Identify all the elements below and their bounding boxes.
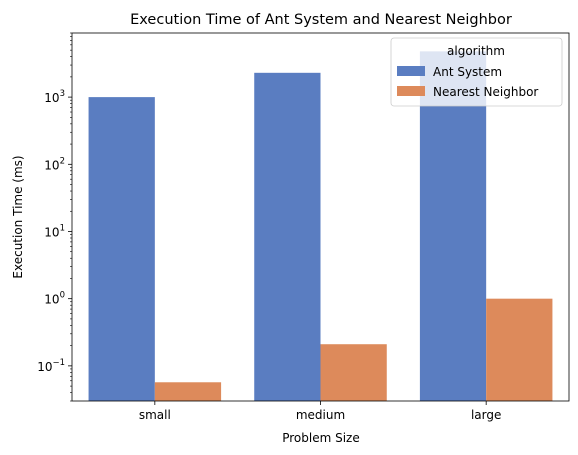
x-axis-label: Problem Size [282, 431, 360, 445]
x-tick-label-large: large [471, 408, 501, 422]
x-tick-label-medium: medium [296, 408, 345, 422]
legend-swatch-ant-system [397, 66, 425, 76]
y-axis: 10−1 100 101 102 103 [37, 32, 72, 402]
legend-box [390, 37, 563, 107]
bar-nearest-neighbor-large [486, 298, 553, 401]
y-tick-label: 100 [44, 291, 65, 307]
legend-label-nearest-neighbor: Nearest Neighbor [433, 85, 538, 99]
bar-nearest-neighbor-small [154, 382, 222, 401]
y-axis-label: Execution Time (ms) [11, 155, 25, 278]
y-tick-label: 10−1 [37, 358, 65, 374]
y-tick-label: 101 [44, 223, 65, 239]
plot-area [88, 51, 553, 402]
legend-title: algorithm [447, 44, 505, 58]
x-axis: small medium large [139, 401, 501, 422]
bar-nearest-neighbor-medium [320, 344, 387, 401]
bar-ant-system-small [88, 97, 155, 401]
y-tick-label: 102 [44, 156, 65, 172]
bar-ant-system-medium [254, 72, 321, 402]
x-tick-label-small: small [139, 408, 171, 422]
chart-title: Execution Time of Ant System and Nearest… [130, 12, 512, 28]
y-tick-label: 103 [44, 89, 65, 105]
legend: algorithm Ant System Nearest Neighbor [390, 37, 563, 107]
bar-ant-system-large [419, 51, 487, 402]
legend-swatch-nearest-neighbor [397, 86, 425, 96]
legend-label-ant-system: Ant System [433, 65, 502, 79]
